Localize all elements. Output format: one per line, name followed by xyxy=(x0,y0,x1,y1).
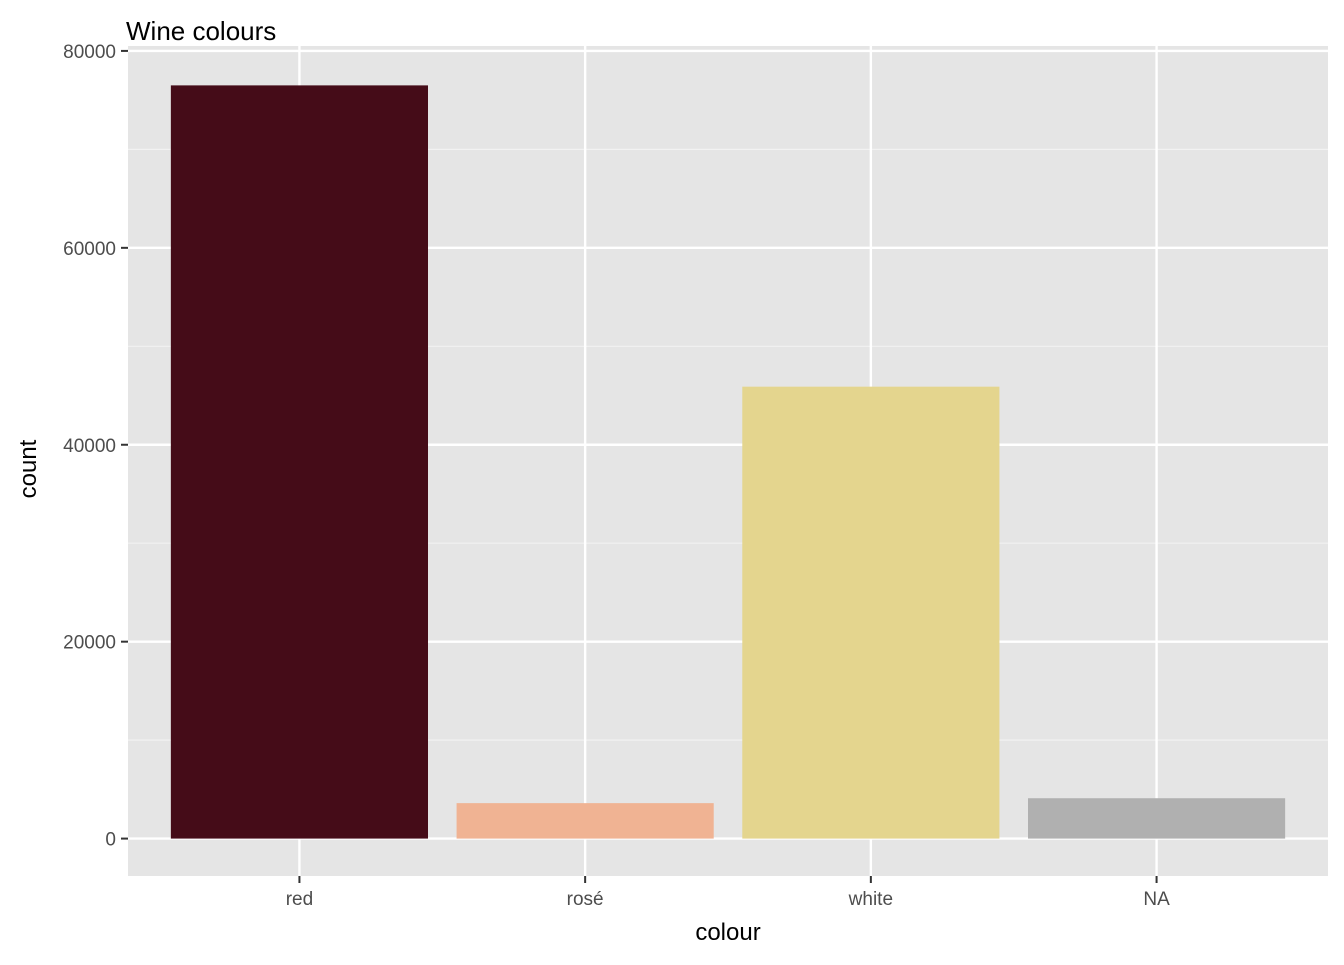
x-tick-label: red xyxy=(286,889,313,910)
x-axis: red rosé white NA xyxy=(286,876,1170,910)
x-axis-title: colour xyxy=(695,919,760,946)
bars xyxy=(170,85,1286,839)
y-axis: 0 20000 40000 60000 80000 xyxy=(63,42,128,851)
y-axis-title: count xyxy=(15,439,42,498)
y-tick-label: 60000 xyxy=(63,239,116,260)
x-tick-label: rosé xyxy=(567,889,604,910)
bar-red xyxy=(170,85,428,839)
chart-title: Wine colours xyxy=(126,16,276,46)
y-tick-label: 0 xyxy=(105,830,116,851)
y-tick-label: 80000 xyxy=(63,42,116,63)
y-tick-label: 40000 xyxy=(63,436,116,457)
y-tick-label: 20000 xyxy=(63,633,116,654)
x-tick-label: white xyxy=(848,889,893,910)
bar-NA xyxy=(1028,798,1286,839)
bar-white xyxy=(742,386,1000,839)
x-tick-label: NA xyxy=(1143,889,1170,910)
bar-rosé xyxy=(456,803,714,839)
